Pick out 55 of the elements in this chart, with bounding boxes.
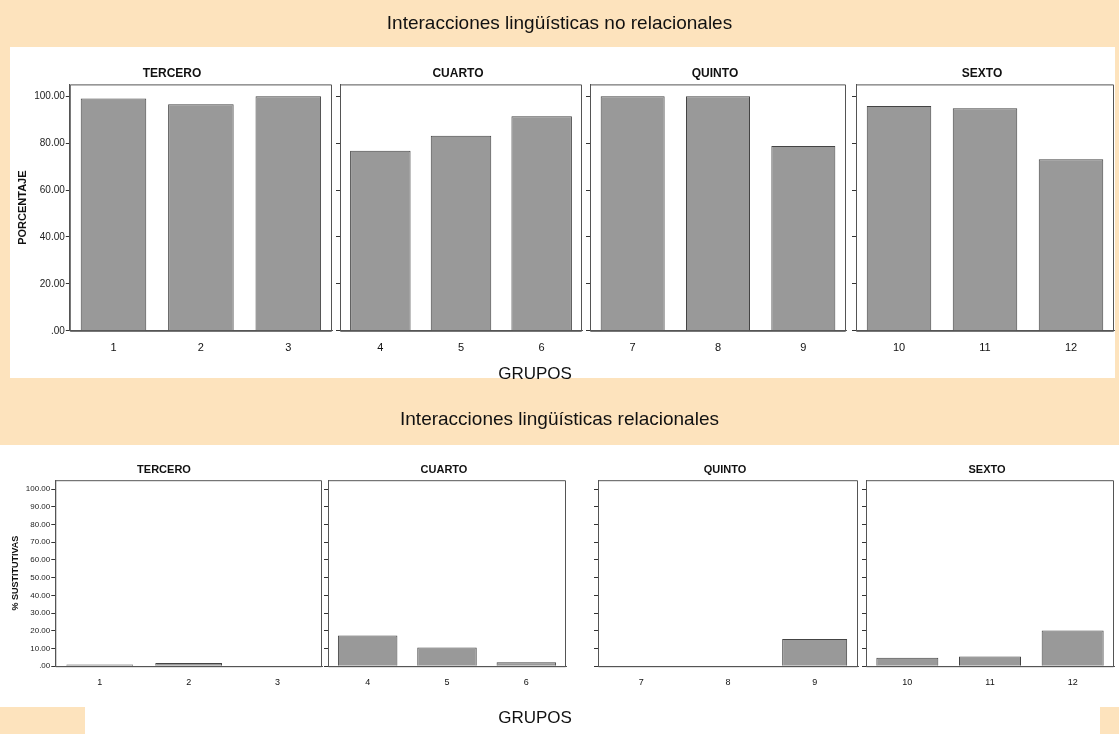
x-tick-label: 11 (985, 677, 995, 688)
y-tick-label: 100.00 (34, 89, 66, 101)
x-tick-label: 2 (186, 677, 192, 688)
y-tick-label: 60.00 (39, 183, 66, 195)
y-tick-label: 100.00 (25, 484, 51, 494)
chart-title: TERCERO (142, 65, 202, 80)
x-tick-label: 7 (638, 677, 644, 688)
text: Interacciones lingüísticas relacionales (399, 408, 720, 430)
x-tick-label: 6 (538, 341, 545, 354)
chart-title: SEXTO (968, 462, 1006, 475)
x-tick-label: 2 (197, 341, 204, 354)
text: Interacciones lingüísticas no relacionales (385, 12, 734, 34)
x-tick-label: 8 (714, 341, 722, 354)
y-tick-label: 80.00 (30, 519, 51, 529)
x-tick-label: 4 (365, 677, 371, 688)
y-tick-label: 40.00 (30, 590, 51, 600)
x-tick-label: 3 (285, 341, 292, 354)
x-axis-title: GRUPOS (497, 364, 573, 384)
x-tick-label: 1 (97, 677, 103, 688)
x-tick-label: 6 (523, 677, 529, 688)
y-tick-label: 40.00 (39, 230, 66, 242)
y-axis-title: % SUSTITUTIVAS (9, 535, 20, 611)
y-tick-label: 20.00 (30, 625, 51, 635)
y-tick-label: .00 (39, 661, 51, 671)
x-tick-label: 11 (979, 341, 991, 354)
x-tick-label: 9 (800, 341, 807, 354)
x-tick-label: 8 (725, 677, 731, 688)
chart-title: TERCERO (137, 462, 192, 475)
y-axis-title: PORCENTAJE (15, 170, 28, 245)
x-tick-label: 7 (629, 341, 636, 354)
y-tick-label: 60.00 (30, 555, 51, 565)
chart-title: CUARTO (432, 65, 484, 80)
chart-title: QUINTO (703, 462, 747, 475)
x-tick-label: 9 (812, 677, 818, 688)
chart-title: SEXTO (961, 65, 1003, 80)
y-tick-label: 90.00 (30, 501, 51, 511)
y-tick-label: 50.00 (30, 572, 51, 582)
x-tick-label: 10 (902, 677, 913, 688)
x-tick-label: 1 (110, 341, 117, 354)
x-tick-label: 4 (377, 341, 384, 354)
x-axis-title: GRUPOS (497, 708, 573, 728)
y-tick-label: .00 (50, 324, 66, 336)
x-tick-label: 12 (1067, 677, 1078, 688)
y-tick-label: 30.00 (30, 608, 51, 618)
y-tick-label: 20.00 (39, 277, 66, 289)
y-tick-label: 10.00 (30, 643, 51, 653)
chart-title: CUARTO (420, 462, 468, 475)
x-tick-label: 5 (444, 677, 450, 688)
y-tick-label: 80.00 (39, 136, 66, 148)
chart-title: QUINTO (691, 65, 739, 80)
x-tick-label: 12 (1064, 341, 1078, 354)
x-tick-label: 3 (275, 677, 281, 688)
x-tick-label: 10 (892, 341, 906, 354)
x-tick-label: 5 (457, 341, 465, 354)
y-tick-label: 70.00 (30, 537, 51, 547)
